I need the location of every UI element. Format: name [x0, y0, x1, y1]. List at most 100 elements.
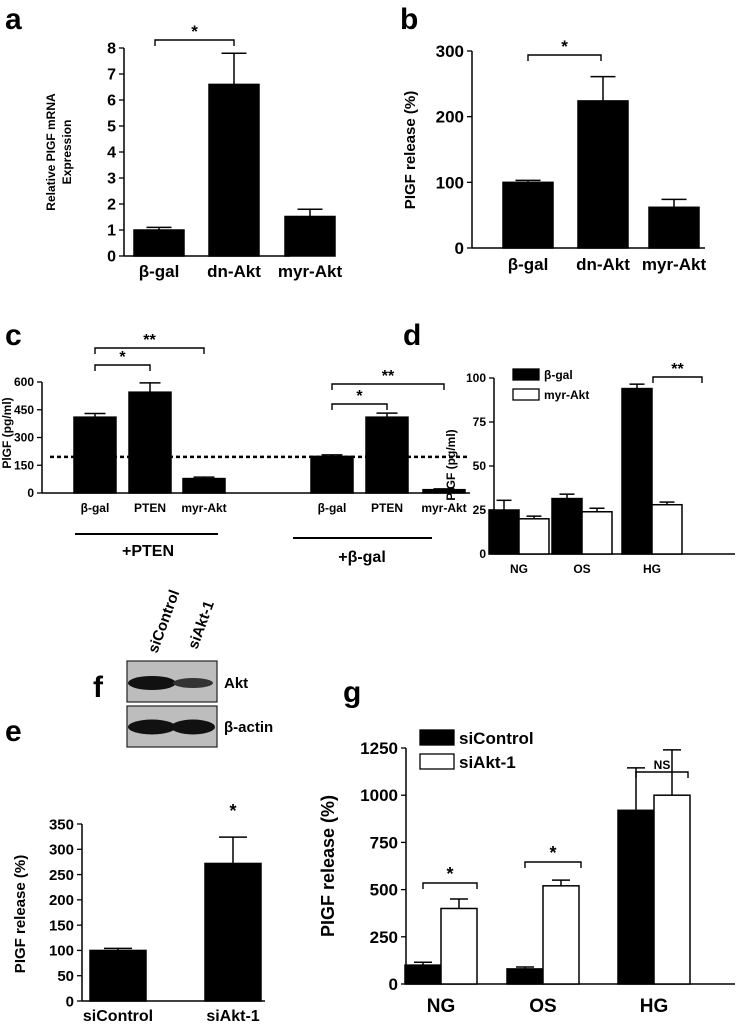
y-tick-label: 0 [389, 975, 398, 994]
y-tick-label: 300 [436, 42, 464, 61]
bar [581, 511, 613, 555]
charts-layer: 0 1 2 3 4 5 6 7 8 β-gal dn-Akt myr-Akt Relative PIGF… [0, 22, 735, 1025]
y-tick-label: 500 [370, 881, 398, 900]
blot-band-actin-sicontrol [128, 719, 176, 735]
blot-band-actin-siakt1 [171, 719, 215, 735]
y-tick-label: 75 [473, 415, 487, 429]
bar [502, 181, 554, 249]
group-label: +PTEN [122, 543, 174, 560]
chart-g: 0 250 500 750 1000 1250 NG OS HG PIGF release (%)… [318, 729, 735, 1017]
legend-label: siAkt-1 [459, 753, 516, 772]
blot-row-label-akt: Akt [224, 675, 248, 692]
y-tick-label: 250 [49, 867, 74, 884]
y-tick-label: 3 [107, 171, 116, 188]
y-tick-label: 150 [49, 917, 74, 934]
bar [621, 387, 653, 555]
significance-label: * [561, 37, 568, 56]
significance-label: * [356, 388, 363, 405]
significance-label: * [191, 22, 198, 41]
x-category-label: dn-Akt [207, 262, 261, 281]
y-tick-label: 150 [14, 458, 34, 472]
bar [365, 416, 409, 494]
y-tick-label: 25 [473, 503, 487, 517]
bar [133, 229, 185, 257]
group-label: +β-gal [338, 549, 386, 566]
y-tick-label: 100 [466, 371, 486, 385]
legend-label: β-gal [544, 368, 573, 382]
y-tick-label: 0 [455, 239, 464, 258]
y-tick-label: 600 [14, 375, 34, 389]
y-tick-label: 2 [107, 197, 116, 214]
y-tick-label: 450 [14, 403, 34, 417]
chart-e: 0 50 100 150 200 250 300 350 siControl siAkt-1 PIG… [12, 801, 265, 1025]
panel-label-f: f [93, 671, 104, 704]
bar [518, 518, 550, 555]
panel-label-a: a [5, 3, 22, 36]
x-category-label: NG [510, 562, 528, 576]
x-category-label: β-gal [139, 262, 180, 281]
significance-bracket [635, 771, 689, 778]
bar [128, 391, 172, 494]
x-category-label: siAkt-1 [206, 1008, 259, 1025]
bar [73, 416, 117, 494]
bar [577, 100, 629, 249]
y-axis-label: PIGF (pg/ml) [444, 429, 458, 500]
y-tick-label: 0 [479, 547, 486, 561]
significance-bracket [422, 882, 478, 889]
legend-swatch [419, 753, 455, 770]
bar [506, 968, 544, 985]
legend-swatch [512, 388, 540, 401]
y-tick-label: 100 [49, 943, 74, 960]
bar [404, 964, 442, 985]
y-tick-label: 200 [436, 108, 464, 127]
chart-c: 0 150 300 450 600 β-gal PTEN myr-Akt β-gal PTEN my… [0, 332, 470, 566]
bar [208, 83, 260, 257]
legend-swatch [419, 729, 455, 746]
bar [551, 497, 583, 555]
x-category-label: β-gal [508, 255, 549, 274]
bar [310, 455, 354, 494]
y-tick-label: 8 [107, 41, 116, 58]
bar [653, 794, 691, 985]
x-category-label: siControl [83, 1008, 153, 1025]
significance-bracket [527, 54, 602, 61]
chart-d: 0 25 50 75 100 NG OS HG PIGF (pg/ml) β-gal myr-Akt… [444, 361, 735, 576]
significance-bracket [154, 39, 235, 46]
y-tick-label: 50 [57, 968, 74, 985]
y-tick-label: 200 [49, 892, 74, 909]
significance-label: ** [671, 361, 684, 378]
y-tick-label: 0 [107, 249, 116, 266]
x-category-label: NG [427, 996, 456, 1017]
x-category-label: HG [640, 996, 669, 1017]
y-tick-label: 1250 [360, 739, 398, 758]
blot-band-akt-sicontrol [128, 676, 176, 690]
y-tick-label: 50 [473, 459, 487, 473]
y-tick-label: 4 [107, 145, 116, 162]
y-tick-label: 6 [107, 93, 116, 110]
y-axis-label: Relative PIGF mRNA Expression [44, 93, 74, 211]
western-blot: siControl siAkt-1 Akt β-actin [126, 588, 273, 748]
y-tick-label: 250 [370, 928, 398, 947]
x-category-label: myr-Akt [421, 501, 466, 515]
y-tick-label: 300 [14, 431, 34, 445]
panel-label-g: g [343, 676, 361, 709]
x-category-label: PTEN [134, 501, 166, 515]
x-category-label: dn-Akt [576, 255, 630, 274]
chart-b: 0 100 200 300 β-gal dn-Akt myr-Akt PIGF release… [402, 37, 706, 274]
bar [651, 503, 683, 555]
legend-swatch [512, 368, 540, 381]
x-category-label: myr-Akt [278, 262, 343, 281]
x-category-label: HG [643, 562, 661, 576]
significance-label: * [446, 864, 453, 884]
significance-label: ** [143, 332, 156, 349]
y-tick-label: 0 [66, 993, 74, 1010]
bar [488, 509, 520, 555]
x-category-label: OS [529, 996, 556, 1017]
significance-label: * [119, 349, 126, 366]
bar [440, 907, 478, 985]
y-tick-label: 5 [107, 119, 116, 136]
x-category-label: myr-Akt [642, 255, 707, 274]
y-tick-label: 0 [27, 486, 34, 500]
significance-label: ** [382, 368, 395, 385]
